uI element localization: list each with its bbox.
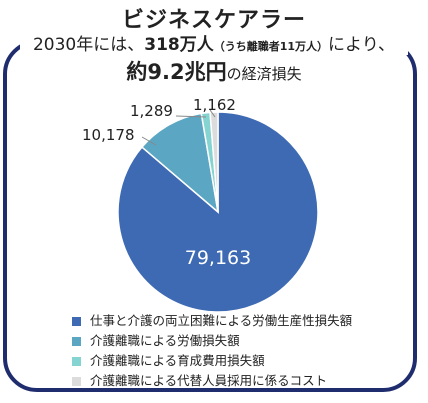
data-label-4: 1,162: [193, 96, 236, 114]
legend-item-2: 介護離職による労働損失額: [72, 331, 352, 351]
leader-line-4: [209, 109, 216, 118]
chart-title: ビジネスケアラー: [0, 2, 428, 34]
legend-label: 介護離職による代替人員採用に係るコスト: [90, 373, 328, 388]
subtitle-post: により、: [328, 35, 396, 55]
pie-slice-4: [209, 111, 219, 213]
subtitle-pre: 2030年には、: [32, 35, 145, 55]
leader-line-2: [141, 136, 157, 146]
legend-swatch: [72, 336, 81, 346]
subtitle-line1: 2030年には、318万人（うち離職者11万人）により、: [20, 30, 408, 55]
legend-swatch: [72, 316, 81, 326]
subtitle-total-suffix: の経済損失: [226, 65, 302, 83]
subtitle-line2: 約9.2兆円の経済損失: [0, 56, 428, 86]
chart-title-text: ビジネスケアラー: [121, 8, 306, 33]
legend: 仕事と介護の両立困難による労働生産性損失額 介護離職による労働損失額介護離職による…: [72, 311, 352, 391]
legend-item-3: 介護離職による育成費用損失額: [72, 351, 352, 371]
legend-swatch: [72, 376, 81, 386]
legend-label: 介護離職による育成費用損失額: [90, 353, 265, 368]
legend-label: 仕事と介護の両立困難による労働生産性損失額: [90, 313, 353, 328]
data-label-3: 1,289: [130, 102, 173, 120]
legend-label: 介護離職による労働損失額: [90, 333, 240, 348]
subtitle-note: （うち離職者11万人）: [213, 40, 329, 53]
leader-line-3: [175, 115, 207, 118]
subtitle-total: 約9.2兆円: [126, 60, 227, 84]
legend-item-4: 介護離職による代替人員採用に係るコスト: [72, 371, 352, 391]
legend-item-1: 仕事と介護の両立困難による労働生産性損失額: [72, 311, 352, 331]
pie-slice-2: [140, 112, 220, 214]
subtitle-count: 318万人: [144, 35, 214, 55]
data-label-2: 10,178: [82, 126, 135, 144]
legend-swatch: [72, 356, 81, 366]
data-label-1: 79,163: [185, 247, 251, 269]
